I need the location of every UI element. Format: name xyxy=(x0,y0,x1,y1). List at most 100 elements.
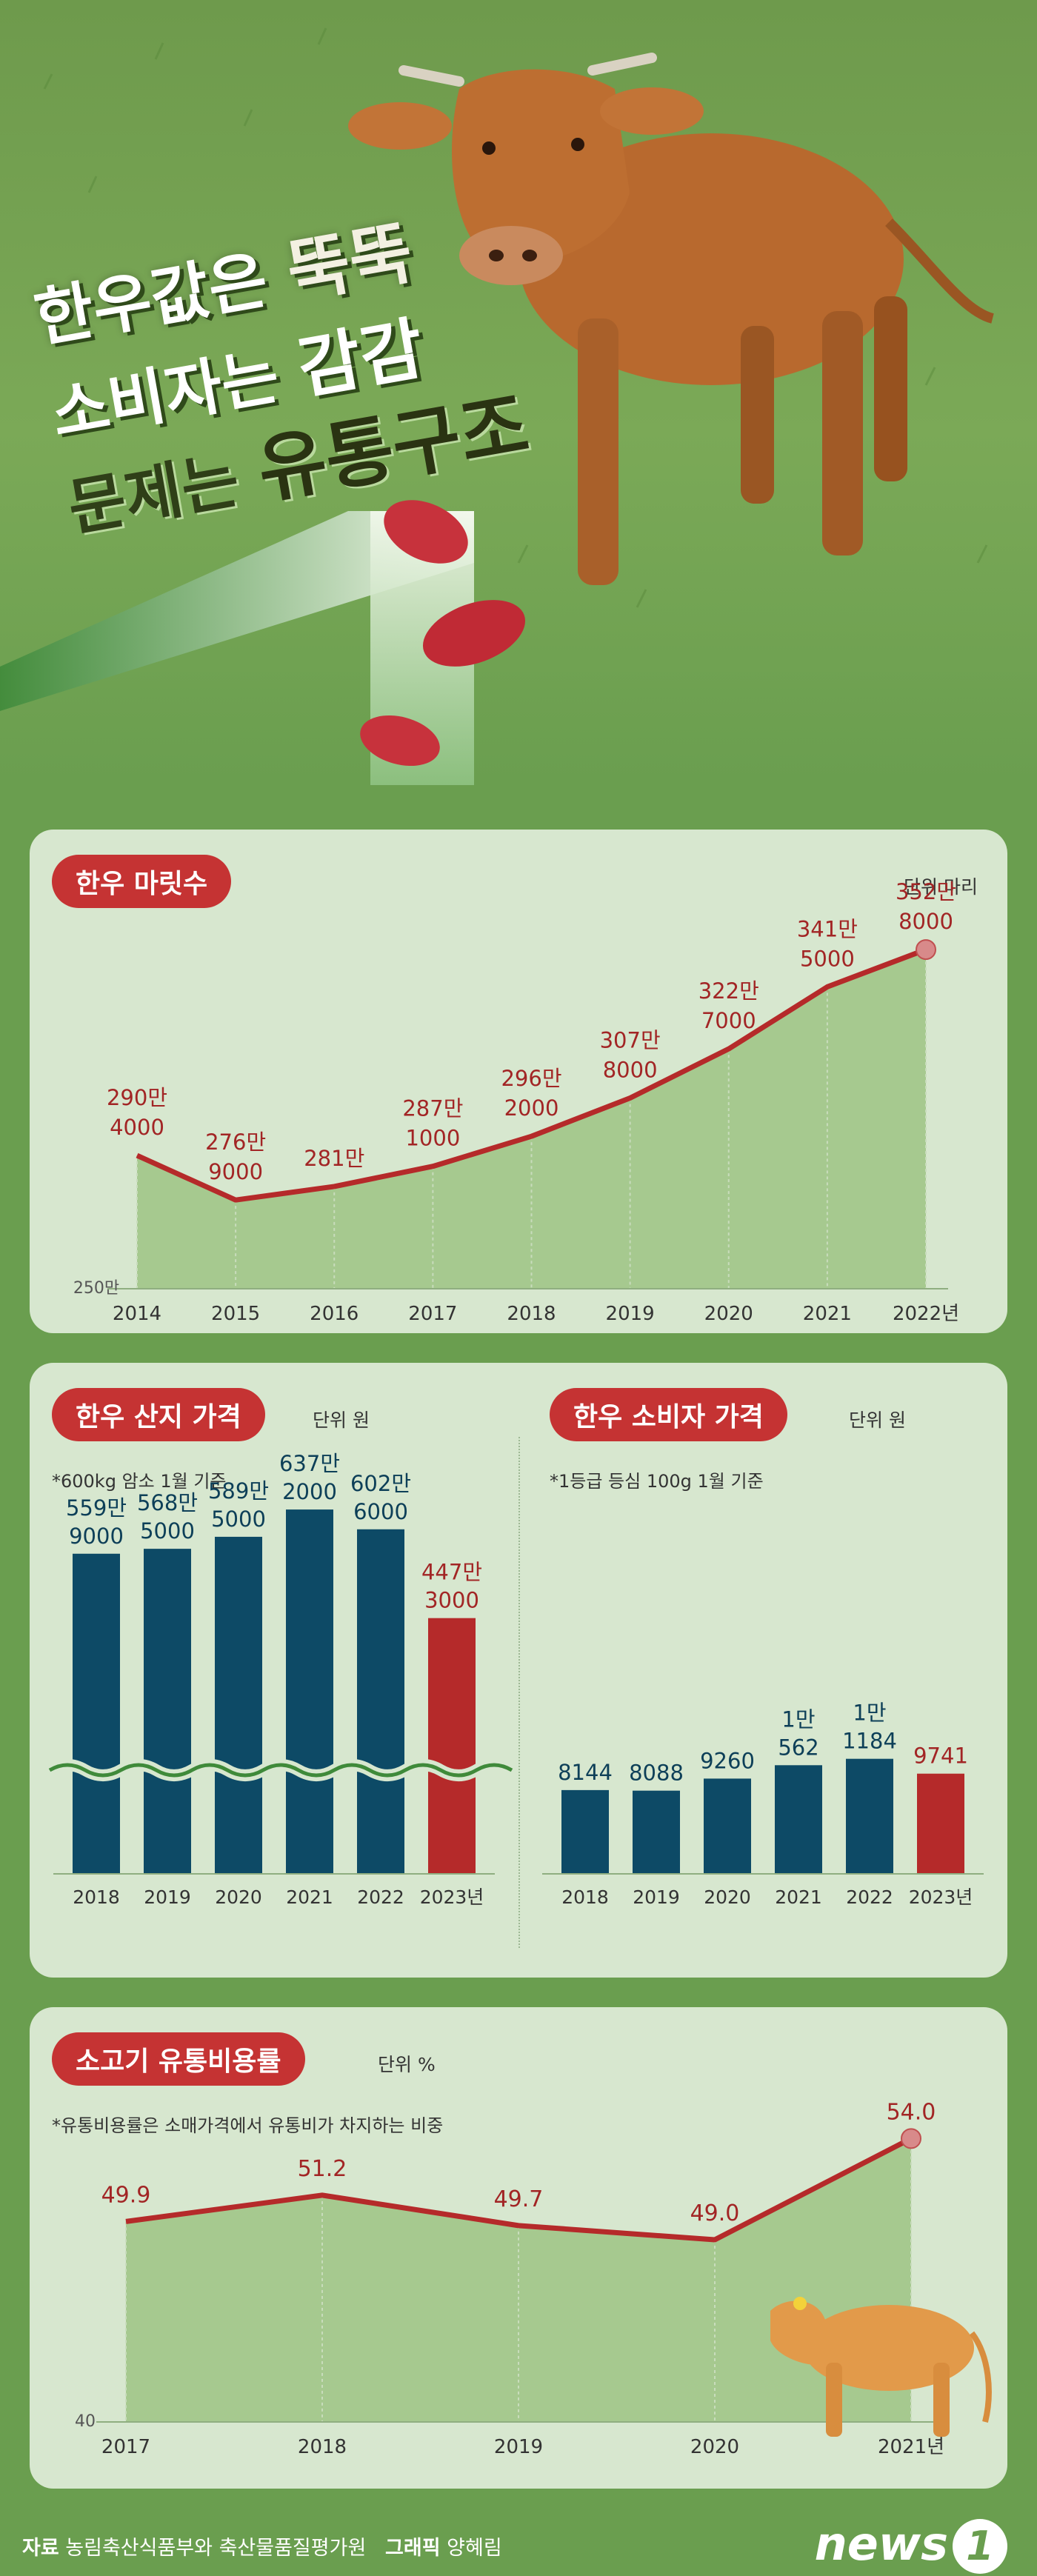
x-tick-label: 2016 xyxy=(310,1303,359,1325)
x-tick-label: 2017 xyxy=(408,1303,457,1325)
bar-value-label: 447만 xyxy=(421,1560,482,1585)
bar xyxy=(633,1790,680,1874)
series-line xyxy=(136,947,927,1203)
bar-value-label: 559만 xyxy=(66,1495,127,1521)
x-tick-label: 2020 xyxy=(704,1886,751,1908)
x-tick-label: 2021 xyxy=(803,1303,852,1325)
bar xyxy=(917,1773,964,1874)
meat-icons xyxy=(360,500,526,767)
x-tick-label: 2022 xyxy=(357,1886,404,1908)
bar-value-label: 1만 xyxy=(853,1701,886,1726)
hero-art xyxy=(0,0,1037,785)
x-tick-label: 2017 xyxy=(101,2436,150,2458)
last-point-marker xyxy=(916,939,936,961)
bar-value-label: 568만 xyxy=(137,1490,198,1515)
chart-title-distribution-cost: 소고기 유통비용률 xyxy=(52,2032,305,2086)
bar-value-label: 1만 xyxy=(781,1706,815,1732)
cattle-count-chart: 290만 4000 2014 276만 9000 2015 281만 2016 287만 1000… xyxy=(73,879,959,1325)
distribution-cost-chart: 49.9 2017 51.2 2018 49.7 2019 49.0 2020 54.0 2021… xyxy=(75,2099,992,2458)
x-tick-label: 2019 xyxy=(494,2436,543,2458)
cow-photo-icon xyxy=(348,53,995,585)
x-tick-label: 2018 xyxy=(561,1886,609,1908)
footer: 자료 농림축산식품부와 축산물품질평가원 그래픽 양혜림 news 1 xyxy=(0,2511,1037,2576)
bar xyxy=(775,1765,822,1874)
x-tick-label: 2019 xyxy=(633,1886,680,1908)
news1-logo: news 1 xyxy=(815,2517,1007,2574)
data-label: 8000 xyxy=(603,1058,658,1083)
x-tick-label: 2023년 xyxy=(909,1886,973,1908)
bar-value-label: 3000 xyxy=(424,1588,479,1613)
data-label: 290만 xyxy=(107,1085,167,1110)
bar xyxy=(704,1778,751,1874)
unit-label-distribution-cost: 단위 % xyxy=(378,2054,436,2075)
panel-distribution-cost: 소고기 유통비용률 단위 % *유통비용률은 소매가격에서 유통비가 차지하는 … xyxy=(30,2007,1007,2489)
x-tick-label: 2020 xyxy=(215,1886,262,1908)
bar-value-label: 9260 xyxy=(700,1748,755,1773)
data-label: 49.0 xyxy=(690,2200,740,2226)
data-label: 4000 xyxy=(110,1115,164,1140)
data-label: 296만 xyxy=(501,1066,561,1091)
cow-silhouette-icon xyxy=(770,2297,992,2437)
note-distribution-cost: *유통비용률은 소매가격에서 유통비가 차지하는 비중 xyxy=(52,2115,444,2136)
x-tick-label: 2021 xyxy=(775,1886,822,1908)
bar xyxy=(215,1536,262,1874)
series-line xyxy=(125,2136,913,2243)
axis-break-icon xyxy=(48,1763,513,1778)
bar-value-label: 2000 xyxy=(282,1479,337,1504)
x-tick-label: 2019 xyxy=(144,1886,191,1908)
data-label: 322만 xyxy=(698,978,759,1004)
data-label: 287만 xyxy=(402,1096,463,1121)
unit-label-cattle-count: 단위 마리 xyxy=(904,876,978,898)
farm-price-chart: 559만90002018568만50002019589만50002020637만… xyxy=(46,1451,516,1908)
x-tick-label: 2020 xyxy=(704,1303,753,1325)
bar-value-label: 1184 xyxy=(842,1729,897,1754)
x-tick-label: 2019 xyxy=(606,1303,655,1325)
chart-title-consumer-price: 한우 소비자 가격 xyxy=(550,1388,787,1441)
unit-label-farm-price: 단위 원 xyxy=(313,1409,370,1431)
panel-prices: 한우 산지 가격 단위 원 *600kg 암소 1월 기준 한우 소비자 가격 … xyxy=(30,1363,1007,1978)
y-min-label: 250만 xyxy=(73,1279,119,1298)
data-label: 1000 xyxy=(405,1126,460,1151)
last-point-marker xyxy=(901,2128,921,2149)
data-label: 5000 xyxy=(800,946,855,971)
bar-value-label: 5000 xyxy=(211,1506,266,1532)
x-tick-label: 2021년 xyxy=(878,2436,944,2458)
y-min-label: 40 xyxy=(75,2412,96,2431)
x-tick-label: 2018 xyxy=(298,2436,347,2458)
data-label: 7000 xyxy=(701,1008,756,1033)
bar-value-label: 637만 xyxy=(279,1451,340,1476)
bar-value-label: 589만 xyxy=(208,1478,269,1504)
x-tick-label: 2015 xyxy=(211,1303,260,1325)
bar-value-label: 602만 xyxy=(350,1471,411,1496)
x-tick-label: 2021 xyxy=(286,1886,333,1908)
data-label: 281만 xyxy=(304,1146,364,1171)
unit-label-consumer-price: 단위 원 xyxy=(849,1409,906,1431)
data-label: 276만 xyxy=(205,1129,266,1155)
note-farm-price: *600kg 암소 1월 기준 xyxy=(52,1471,227,1492)
x-tick-label: 2020 xyxy=(690,2436,739,2458)
x-tick-label: 2014 xyxy=(113,1303,161,1325)
bar xyxy=(286,1509,333,1874)
bar-value-label: 6000 xyxy=(353,1499,408,1524)
bar-value-label: 562 xyxy=(778,1735,818,1760)
bar xyxy=(144,1549,191,1874)
bar-value-label: 8144 xyxy=(558,1760,613,1785)
bar xyxy=(846,1758,893,1874)
data-label: 307만 xyxy=(600,1028,661,1053)
data-label: 2000 xyxy=(504,1095,559,1121)
bar-value-label: 8088 xyxy=(629,1761,684,1786)
data-label: 54.0 xyxy=(887,2099,936,2125)
data-label: 49.7 xyxy=(494,2186,544,2212)
x-tick-label: 2022년 xyxy=(893,1303,959,1325)
data-label: 51.2 xyxy=(298,2156,347,2182)
bar-value-label: 9741 xyxy=(913,1744,968,1769)
x-tick-label: 2018 xyxy=(73,1886,120,1908)
chart-title-cattle-count: 한우 마릿수 xyxy=(52,855,232,908)
chart-title-farm-price: 한우 산지 가격 xyxy=(52,1388,265,1441)
bar xyxy=(357,1529,404,1874)
data-label: 341만 xyxy=(797,916,858,941)
bar xyxy=(428,1618,476,1874)
bar-value-label: 5000 xyxy=(140,1518,195,1544)
hero-illustration: 한우값은 뚝뚝 소비자는 감감 문제는 유통구조 xyxy=(0,0,1037,785)
x-tick-label: 2022 xyxy=(846,1886,893,1908)
